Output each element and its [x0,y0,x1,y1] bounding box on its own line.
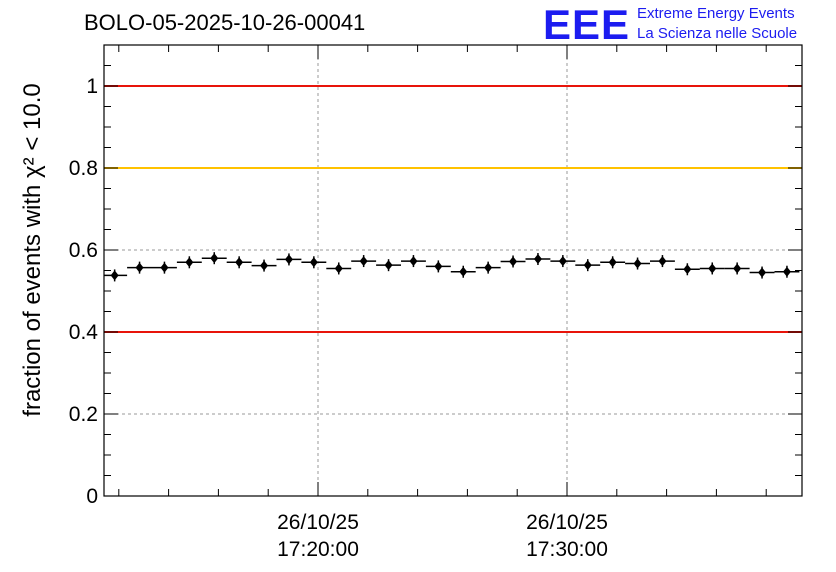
data-point [733,263,742,274]
data-point [484,262,493,273]
data-point [658,256,667,267]
data-point [334,263,343,274]
x-tick-label-time: 17:20:00 [277,538,359,561]
data-point [185,257,194,268]
data-point [558,256,567,267]
logo-line-2: La Scienza nelle Scuole [637,25,798,42]
data-point [782,266,791,277]
y-tick-label: 1 [86,75,98,98]
x-tick-label-date: 26/10/25 [277,511,359,534]
data-point [135,262,144,273]
y-tick-label: 0 [86,485,98,508]
y-tick-label: 0.2 [69,403,98,426]
data-point [110,270,119,281]
y-axis: 0 0.2 0.4 0.6 0.8 1 [69,65,802,508]
y-tick-label: 0.4 [69,321,99,344]
data-point [633,258,642,269]
data-point [608,257,617,268]
data-points [104,252,800,282]
y-tick-label: 0.8 [69,157,98,180]
y-axis-label: fraction of events with χ² < 10.0 [19,83,46,416]
data-point [459,266,468,277]
data-point [284,254,293,265]
eee-logo: EEE Extreme Energy Events La Scienza nel… [543,2,833,48]
data-point [235,257,244,268]
data-point [210,253,219,264]
data-point [434,261,443,272]
data-point [583,260,592,271]
data-point [509,256,518,267]
data-point [409,256,418,267]
logo-line-1: Extreme Energy Events [637,5,795,22]
data-point [359,256,368,267]
chart-title: BOLO-05-2025-10-26-00041 [84,10,366,35]
x-axis: 26/10/25 17:20:00 26/10/25 17:30:00 [118,45,767,561]
logo-mark: EEE [543,1,631,48]
data-point [309,257,318,268]
reference-lines [104,85,802,333]
grid [104,45,802,496]
plot-frame [103,44,803,497]
data-point [260,260,269,271]
data-point [708,263,717,274]
data-point [758,267,767,278]
y-tick-label: 0.6 [69,239,98,262]
data-point [160,262,169,273]
data-point [683,264,692,275]
data-point [384,260,393,271]
data-point [533,254,542,265]
x-tick-label-date: 26/10/25 [526,511,608,534]
x-tick-label-time: 17:30:00 [526,538,608,561]
